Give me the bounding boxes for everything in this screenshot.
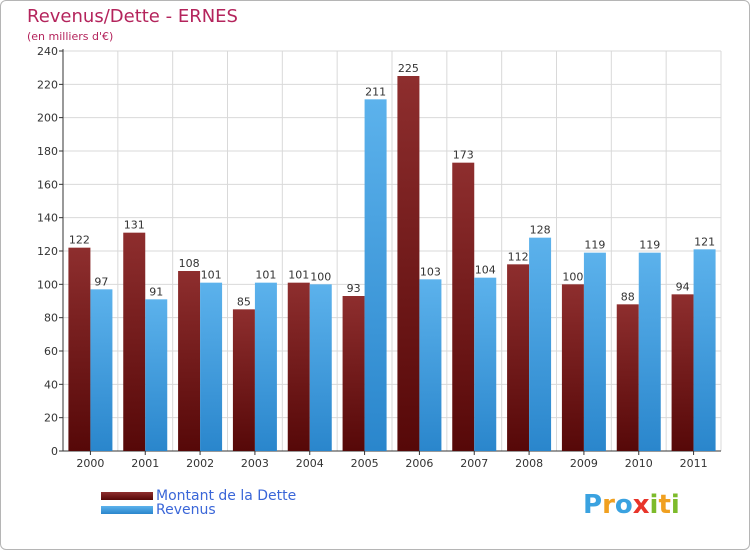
logo-letter: t (658, 490, 671, 520)
bar-revenue (419, 279, 442, 451)
bar-debt (507, 264, 530, 451)
logo-letter: i (670, 490, 680, 520)
x-tick-label: 2007 (460, 457, 488, 470)
y-tick-label: 180 (37, 145, 58, 158)
proxiti-logo: Proxiti (583, 490, 680, 520)
labels-layer: 0 20 40 60 80 100 120 140 160 180 200 220 240 2000 122… (37, 45, 715, 470)
x-tick-label: 2001 (131, 457, 159, 470)
bar-revenue (254, 282, 277, 451)
bar-debt (178, 271, 201, 451)
data-label-revenue: 97 (94, 275, 108, 288)
data-label-revenue: 101 (201, 269, 222, 282)
y-tick-label: 20 (44, 412, 58, 425)
y-tick-label: 200 (37, 112, 58, 125)
y-tick-label: 100 (37, 278, 58, 291)
bar-debt (232, 309, 255, 451)
data-label-revenue: 91 (149, 285, 163, 298)
axis-layer (59, 49, 721, 455)
data-label-revenue: 100 (310, 270, 331, 283)
chart-title: Revenus/Dette - ERNES (27, 6, 238, 27)
data-label-debt: 173 (453, 149, 474, 162)
logo-letter: o (614, 490, 633, 520)
bar-revenue (529, 237, 552, 451)
y-tick-label: 120 (37, 245, 58, 258)
bar-revenue (474, 277, 497, 451)
x-tick-label: 2003 (241, 457, 269, 470)
bar-debt (616, 304, 639, 451)
bar-revenue (638, 252, 661, 451)
y-tick-label: 0 (51, 445, 58, 458)
data-label-debt: 93 (347, 282, 361, 295)
y-tick-label: 240 (37, 45, 58, 58)
x-tick-label: 2004 (296, 457, 324, 470)
y-tick-label: 140 (37, 212, 58, 225)
x-tick-label: 2002 (186, 457, 214, 470)
x-tick-label: 2010 (625, 457, 653, 470)
x-tick-label: 2006 (405, 457, 433, 470)
data-label-debt: 122 (69, 234, 90, 247)
y-tick-label: 220 (37, 78, 58, 91)
bar-debt (561, 284, 584, 451)
grid-layer (62, 50, 722, 452)
bar-debt (397, 76, 420, 451)
x-tick-label: 2008 (515, 457, 543, 470)
bar-debt (671, 294, 694, 451)
data-label-revenue: 128 (530, 224, 551, 237)
data-label-revenue: 121 (694, 235, 715, 248)
bar-revenue (200, 282, 223, 451)
bar-revenue (145, 299, 168, 451)
legend-swatch-revenue (101, 506, 153, 514)
bar-debt (342, 296, 365, 451)
legend-item-debt: Montant de la Dette (101, 488, 297, 504)
data-label-revenue: 101 (255, 269, 276, 282)
bar-debt (123, 232, 146, 451)
data-label-revenue: 119 (639, 239, 660, 252)
data-label-debt: 112 (508, 250, 529, 263)
bar-debt (287, 282, 310, 451)
data-label-revenue: 104 (475, 264, 496, 277)
data-label-debt: 100 (562, 270, 583, 283)
bar-debt (452, 162, 475, 451)
logo-letter: i (649, 490, 659, 520)
y-tick-label: 40 (44, 378, 58, 391)
bars-layer (68, 76, 716, 451)
legend-item-revenue: Revenus (101, 502, 216, 518)
bar-debt (68, 247, 91, 451)
data-label-revenue: 119 (584, 239, 605, 252)
logo-letter: x (632, 490, 650, 520)
x-tick-label: 2000 (76, 457, 104, 470)
y-tick-label: 60 (44, 345, 58, 358)
data-label-revenue: 103 (420, 265, 441, 278)
bar-revenue (90, 289, 113, 451)
data-label-revenue: 211 (365, 85, 386, 98)
bar-revenue (364, 99, 387, 451)
y-tick-label: 160 (37, 178, 58, 191)
data-label-debt: 94 (676, 280, 690, 293)
legend-label-debt: Montant de la Dette (156, 488, 297, 504)
x-tick-label: 2011 (680, 457, 708, 470)
bar-revenue (583, 252, 606, 451)
x-tick-label: 2009 (570, 457, 598, 470)
data-label-debt: 88 (621, 290, 635, 303)
x-tick-label: 2005 (351, 457, 379, 470)
y-tick-label: 80 (44, 312, 58, 325)
data-label-debt: 108 (179, 257, 200, 270)
data-label-debt: 131 (124, 219, 145, 232)
data-label-debt: 225 (398, 62, 419, 75)
logo-letter: r (602, 490, 615, 520)
legend-swatch-debt (101, 492, 153, 500)
logo-letter: P (583, 490, 603, 520)
data-label-debt: 85 (237, 295, 251, 308)
data-label-debt: 101 (288, 269, 309, 282)
bar-revenue (309, 284, 332, 451)
bar-revenue (693, 249, 716, 451)
chart-subtitle: (en milliers d'€) (27, 30, 114, 43)
legend-label-revenue: Revenus (156, 502, 216, 518)
